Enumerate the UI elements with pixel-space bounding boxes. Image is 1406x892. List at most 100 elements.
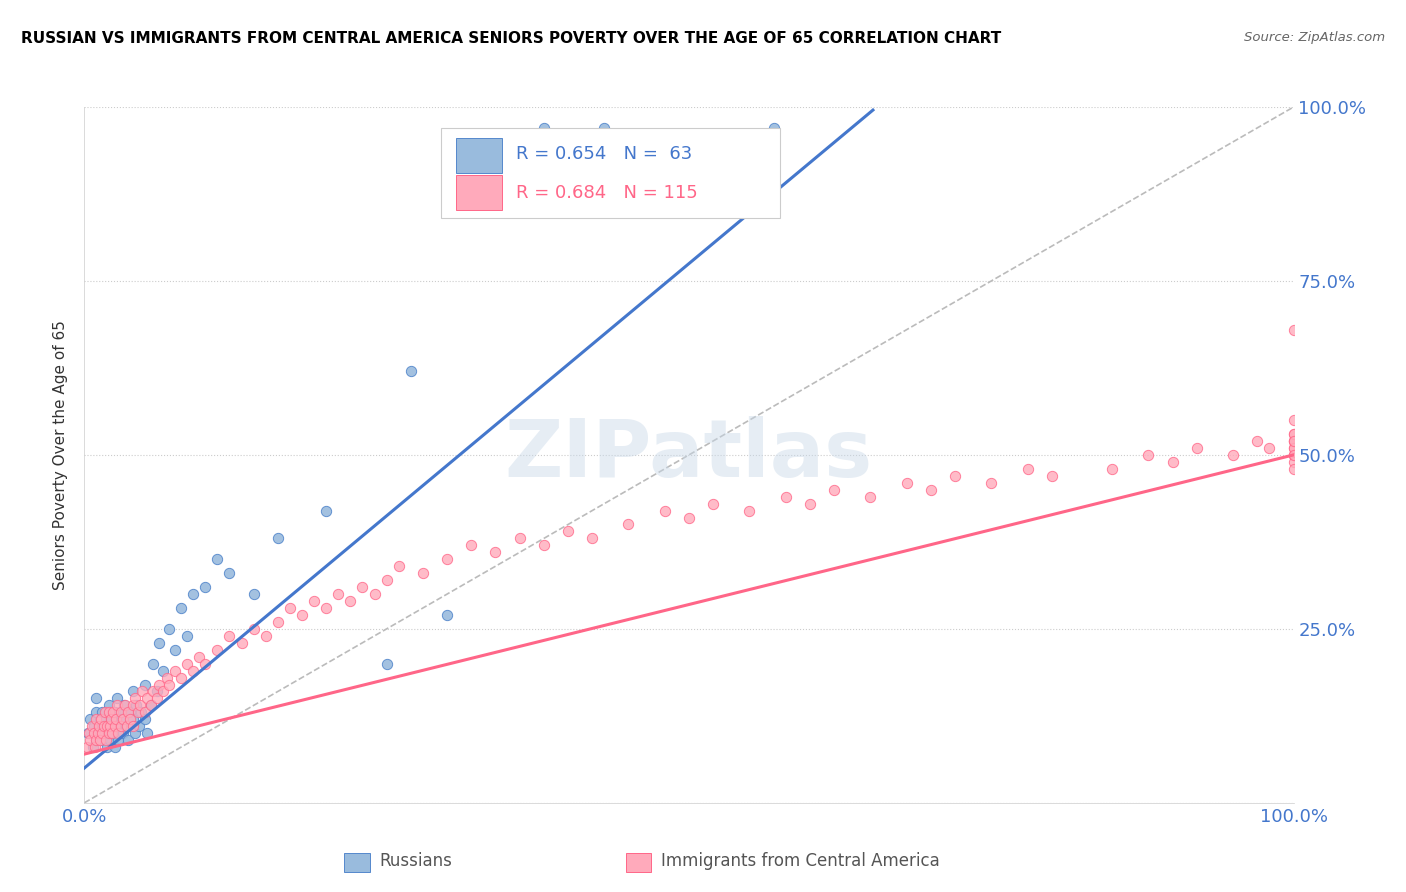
Point (702, 497, 724, 511)
Point (1282, 434, 1305, 448)
Point (1185, 441, 1208, 455)
Point (79, 733, 101, 747)
Point (194, 657, 217, 671)
Point (152, 664, 174, 678)
Point (1282, 434, 1305, 448)
Point (170, 601, 193, 615)
Point (134, 706, 156, 720)
Point (97, 726, 120, 740)
Point (738, 503, 761, 517)
Point (328, 587, 350, 601)
Point (181, 587, 204, 601)
Point (218, 629, 240, 643)
Point (104, 719, 127, 733)
Point (117, 706, 139, 720)
Point (254, 629, 277, 643)
Point (107, 733, 129, 747)
Point (103, 706, 125, 720)
Point (278, 601, 301, 615)
Point (121, 712, 143, 726)
Point (267, 615, 290, 629)
Point (101, 726, 124, 740)
Point (412, 566, 434, 581)
Point (1137, 448, 1160, 462)
Point (110, 726, 132, 740)
Point (176, 657, 198, 671)
Point (105, 691, 128, 706)
Point (91, 733, 114, 747)
Point (165, 642, 187, 657)
Point (129, 706, 152, 720)
Point (557, 524, 579, 539)
Point (157, 622, 180, 636)
Point (375, 573, 398, 587)
Point (943, 468, 966, 483)
Point (96, 740, 118, 755)
Point (920, 483, 942, 497)
Point (110, 706, 132, 720)
Point (125, 698, 148, 713)
Text: RUSSIAN VS IMMIGRANTS FROM CENTRAL AMERICA SENIORS POVERTY OVER THE AGE OF 65 CO: RUSSIAN VS IMMIGRANTS FROM CENTRAL AMERI… (21, 31, 1001, 46)
Point (139, 698, 162, 713)
Point (89, 733, 111, 747)
Point (146, 691, 169, 706)
Point (617, 517, 640, 532)
Point (352, 580, 374, 594)
Point (1101, 462, 1123, 476)
Point (79, 712, 101, 726)
Point (97, 698, 120, 713)
Point (77, 726, 100, 740)
Point (181, 664, 204, 678)
Point (148, 636, 170, 650)
Point (1282, 434, 1305, 448)
Point (207, 552, 229, 566)
Point (436, 607, 458, 622)
Point (654, 503, 676, 517)
Point (1282, 448, 1305, 462)
Point (96, 719, 118, 733)
Point (100, 712, 122, 726)
Point (581, 532, 603, 546)
Point (86, 706, 108, 720)
Point (80, 719, 103, 733)
Point (267, 532, 290, 546)
Point (152, 684, 174, 698)
Point (104, 706, 127, 720)
Point (117, 733, 139, 747)
Text: Immigrants from Central America: Immigrants from Central America (661, 852, 939, 870)
Point (105, 698, 128, 713)
Point (114, 698, 136, 713)
Text: Russians: Russians (380, 852, 453, 870)
Point (1161, 455, 1184, 469)
Point (142, 657, 165, 671)
Point (110, 706, 132, 720)
Point (107, 726, 129, 740)
Point (1282, 323, 1305, 337)
Point (134, 677, 156, 691)
Point (87, 719, 110, 733)
Point (127, 706, 149, 720)
Point (242, 587, 264, 601)
Point (93, 719, 115, 733)
Point (110, 719, 132, 733)
Point (1258, 441, 1281, 455)
Point (146, 684, 169, 698)
Point (94, 733, 117, 747)
Point (291, 607, 314, 622)
Point (83, 726, 105, 740)
Point (84, 740, 107, 755)
Point (155, 671, 177, 685)
Point (101, 726, 124, 740)
Point (339, 594, 361, 608)
Point (112, 726, 135, 740)
Point (799, 497, 821, 511)
Point (134, 712, 156, 726)
Point (1222, 448, 1244, 462)
Point (231, 636, 253, 650)
Point (980, 475, 1002, 490)
Point (533, 538, 555, 552)
Point (112, 712, 135, 726)
Point (112, 698, 135, 713)
Point (207, 642, 229, 657)
Point (121, 719, 143, 733)
